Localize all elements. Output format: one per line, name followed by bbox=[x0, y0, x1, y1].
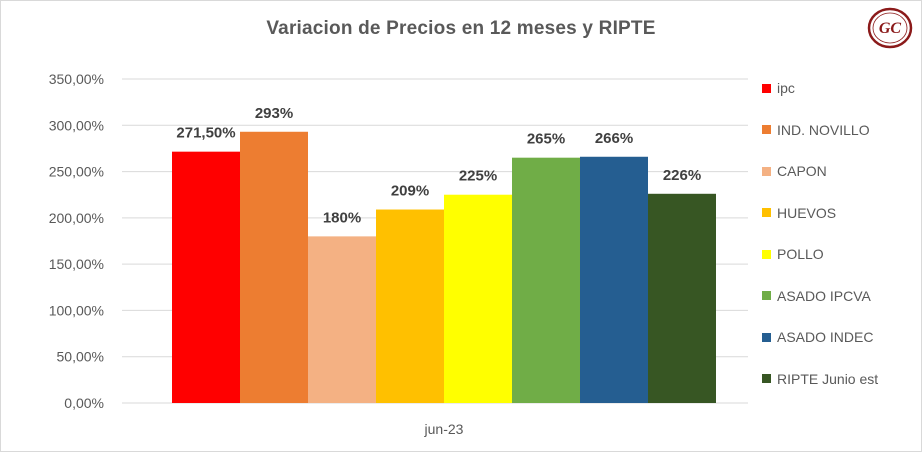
legend-swatch bbox=[762, 83, 771, 93]
y-tick-label: 200,00% bbox=[49, 210, 104, 226]
x-axis-tick-labels: jun-23 bbox=[424, 421, 464, 437]
bar-asado-ipcva bbox=[512, 157, 580, 403]
bars bbox=[172, 131, 716, 403]
y-tick-label: 350,00% bbox=[49, 71, 104, 87]
bar-asado-indec bbox=[580, 156, 648, 403]
bar-ind-novillo bbox=[240, 131, 308, 403]
legend-swatch bbox=[762, 374, 771, 383]
data-label: 293% bbox=[255, 105, 293, 122]
legend-item: IND. NOVILLO bbox=[762, 120, 870, 140]
data-label: 266% bbox=[595, 130, 633, 147]
y-tick-label: 250,00% bbox=[49, 164, 104, 180]
y-tick-label: 0,00% bbox=[64, 395, 104, 411]
legend-item: ASADO INDEC bbox=[762, 327, 873, 347]
bar-pollo bbox=[444, 194, 512, 403]
legend-label: HUEVOS bbox=[777, 204, 837, 221]
legend-item: POLLO bbox=[762, 244, 824, 264]
data-label: 265% bbox=[527, 131, 565, 148]
data-label: 209% bbox=[391, 183, 429, 200]
y-tick-label: 100,00% bbox=[49, 302, 104, 318]
legend-label: ASADO INDEC bbox=[777, 329, 874, 345]
y-tick-label: 150,00% bbox=[49, 256, 104, 272]
legend-swatch bbox=[762, 332, 771, 342]
bar-capon bbox=[308, 236, 376, 403]
legend-item: ipc bbox=[762, 78, 795, 98]
data-label: 271,50% bbox=[176, 125, 235, 142]
legend-swatch bbox=[762, 125, 771, 134]
y-tick-label: 50,00% bbox=[57, 349, 104, 365]
y-tick-label: 300,00% bbox=[49, 117, 104, 133]
legend-item: RIPTE Junio est bbox=[762, 369, 878, 389]
logo-icon: GC bbox=[867, 7, 913, 49]
data-label: 226% bbox=[663, 167, 701, 184]
legend-label: RIPTE Junio est bbox=[777, 370, 879, 387]
legend-swatch bbox=[762, 249, 771, 259]
logo-text: GC bbox=[879, 20, 902, 37]
legend-item: CAPON bbox=[762, 161, 827, 181]
bar-ripte-junio-est bbox=[648, 193, 716, 403]
legend-swatch bbox=[762, 208, 771, 217]
legend-label: POLLO bbox=[777, 246, 824, 262]
legend-swatch bbox=[762, 166, 771, 176]
bar-ipc bbox=[172, 151, 240, 403]
x-tick-label: jun-23 bbox=[424, 421, 464, 437]
legend-label: CAPON bbox=[777, 163, 827, 179]
data-label: 225% bbox=[459, 168, 497, 185]
data-labels: 271,50% 293% 180% 209% 225% 265% 266% 226% bbox=[176, 105, 701, 227]
chart-title: Variacion de Precios en 12 meses y RIPTE bbox=[266, 18, 656, 39]
legend-item: ASADO IPCVA bbox=[762, 286, 871, 306]
data-label: 180% bbox=[323, 209, 361, 226]
legend-label: ASADO IPCVA bbox=[777, 287, 871, 304]
legend-label: ipc bbox=[777, 80, 795, 96]
y-axis-tick-labels: 0,00% 50,00% 100,00% 150,00% 200,00% 250,00% 3… bbox=[49, 71, 104, 411]
legend-label: IND. NOVILLO bbox=[777, 121, 870, 138]
bar-huevos bbox=[376, 209, 444, 403]
legend-item: HUEVOS bbox=[762, 203, 836, 223]
legend-swatch bbox=[762, 291, 771, 300]
